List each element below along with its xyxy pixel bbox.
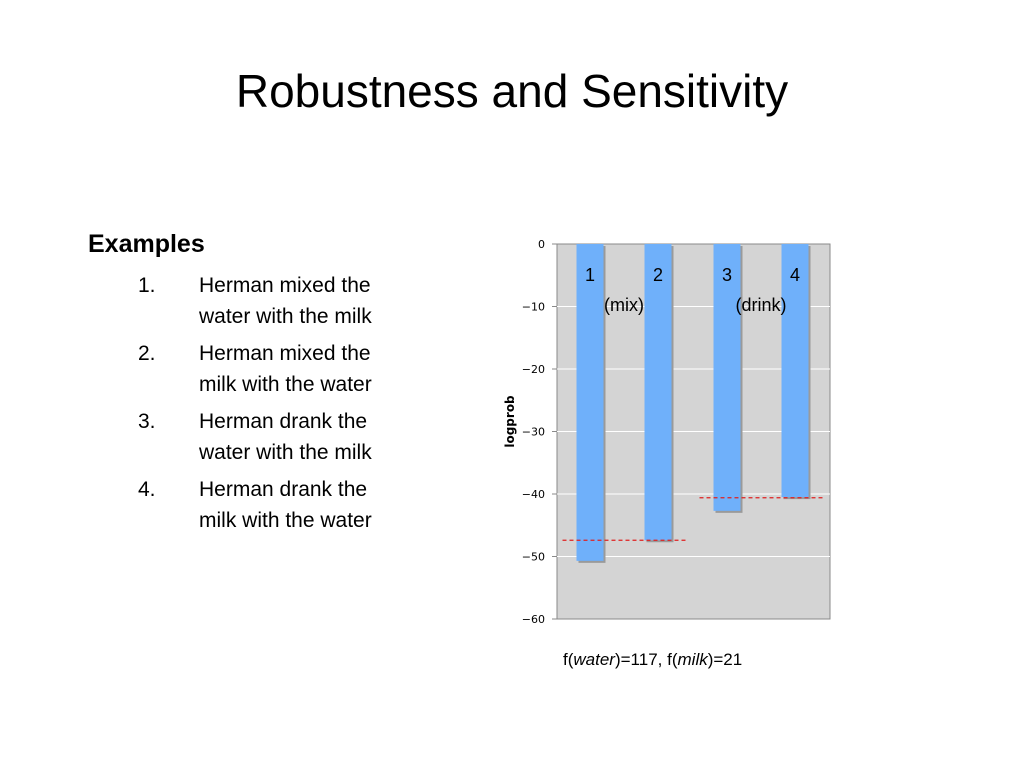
y-tick-label: −20 bbox=[522, 363, 545, 376]
footnote-text: )=21 bbox=[707, 650, 743, 669]
example-item: 2. Herman mixed the milk with the water bbox=[138, 338, 458, 400]
footnote-text: f( bbox=[563, 650, 574, 669]
example-text: Herman mixed the water with the milk bbox=[199, 270, 429, 332]
example-text: Herman drank the milk with the water bbox=[199, 474, 429, 536]
example-number: 3. bbox=[138, 410, 156, 433]
example-item: 3. Herman drank the water with the milk bbox=[138, 406, 458, 468]
bar-category-label: 1 bbox=[585, 265, 595, 285]
example-line: Herman drank the bbox=[199, 410, 368, 433]
example-line: water with the milk bbox=[199, 441, 372, 464]
example-text: Herman drank the water with the milk bbox=[199, 406, 429, 468]
y-tick-label: −30 bbox=[522, 426, 545, 439]
footnote-text: )=117, f( bbox=[614, 650, 678, 669]
frequency-footnote: f(water)=117, f(milk)=21 bbox=[563, 650, 742, 670]
example-line: Herman drank the bbox=[199, 478, 368, 501]
bar-3 bbox=[713, 244, 741, 511]
example-text: Herman mixed the milk with the water bbox=[199, 338, 429, 400]
group-label: (mix) bbox=[604, 295, 644, 315]
y-tick-label: −10 bbox=[522, 301, 545, 314]
example-line: water with the milk bbox=[199, 305, 372, 328]
example-number: 1. bbox=[138, 274, 156, 297]
example-number: 2. bbox=[138, 342, 156, 365]
bar-1 bbox=[576, 244, 604, 561]
example-line: milk with the water bbox=[199, 509, 372, 532]
example-line: milk with the water bbox=[199, 373, 372, 396]
bar-2 bbox=[644, 244, 672, 541]
bar-category-label: 2 bbox=[653, 265, 663, 285]
example-line: Herman mixed the bbox=[199, 274, 371, 297]
y-tick-label: −40 bbox=[522, 488, 545, 501]
examples-list: 1. Herman mixed the water with the milk 2… bbox=[138, 270, 458, 542]
y-tick-label: 0 bbox=[538, 238, 545, 251]
group-label: (drink) bbox=[735, 295, 786, 315]
footnote-word-milk: milk bbox=[677, 650, 708, 669]
example-item: 4. Herman drank the milk with the water bbox=[138, 474, 458, 536]
bar-4 bbox=[781, 244, 809, 498]
bar-category-label: 4 bbox=[790, 265, 800, 285]
footnote-word-water: water bbox=[573, 650, 615, 669]
y-tick-label: −60 bbox=[522, 613, 545, 626]
y-tick-label: −50 bbox=[522, 551, 545, 564]
example-line: Herman mixed the bbox=[199, 342, 371, 365]
examples-heading: Examples bbox=[88, 230, 205, 258]
y-axis-label: logprob bbox=[503, 395, 517, 448]
bar-category-label: 3 bbox=[722, 265, 732, 285]
example-number: 4. bbox=[138, 478, 156, 501]
example-item: 1. Herman mixed the water with the milk bbox=[138, 270, 458, 332]
logprob-bar-chart: 0 −10 −20 −30 −40 −50 −60 logprob 1 2 3 4 (mix) (drin… bbox=[503, 238, 831, 626]
slide-title: Robustness and Sensitivity bbox=[235, 65, 789, 117]
